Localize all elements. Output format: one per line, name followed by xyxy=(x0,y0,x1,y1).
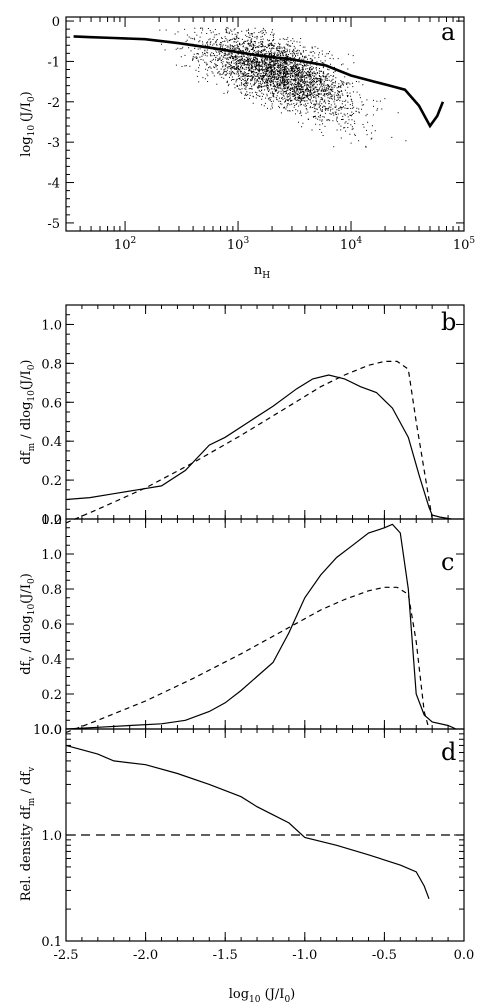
y-tick-label: 0 xyxy=(52,15,60,30)
b-ylabel-sub3: 0 xyxy=(27,364,37,370)
panel-d-chart: 0.1 1.0 10.0 -2.5 -2.0 -1.5 -1.0 -0.5 0.0 d Rel.… xyxy=(19,723,474,1005)
y-tick-label: -4 xyxy=(47,177,60,192)
panel-c-letter: c xyxy=(441,548,454,576)
a-ylabel-sub: 10 xyxy=(27,125,37,137)
y-tick-label: 0.2 xyxy=(41,688,62,703)
y-tick-label: 1.2 xyxy=(41,513,62,528)
y-tick-label: 0.4 xyxy=(41,653,62,668)
panel-a-y-axis-title: log10 (J/I0) xyxy=(19,91,37,156)
y-tick-label: 0.4 xyxy=(41,435,62,450)
b-ylabel-2: / dlog xyxy=(19,402,34,443)
a-xlabel-sub: H xyxy=(262,271,270,281)
panel-c-ticks: 0.0 0.2 0.4 0.6 0.8 1.0 1.2 xyxy=(41,513,465,738)
c-ylabel-sub2: 10 xyxy=(27,604,37,616)
scatter-points xyxy=(159,27,407,148)
panel-d-ticks: 0.1 1.0 10.0 -2.5 -2.0 -1.5 -1.0 -0.5 0.0 xyxy=(33,723,474,963)
panel-b-letter: b xyxy=(441,308,456,336)
density-ratio-line xyxy=(65,744,430,900)
panel-c-lines xyxy=(65,523,457,734)
a-ylabel-sub2: 0 xyxy=(27,96,37,102)
panel-b-ticks: 0.0 0.2 0.4 0.6 0.8 1.0 xyxy=(41,304,465,528)
a-xlabel-main: n xyxy=(254,263,263,278)
panel-c-y-axis-title: dfv / dlog10(J/I0) xyxy=(19,573,37,675)
x-tick-label: -1.5 xyxy=(213,948,238,963)
panel-a-frame xyxy=(65,16,465,232)
y-tick-label: 0.0 xyxy=(41,723,62,738)
panel-c-frame xyxy=(65,518,465,730)
y-tick-label: -1 xyxy=(47,55,60,70)
c-ylabel-3: (J/I xyxy=(19,584,34,604)
panel-a-x-axis-title: nH xyxy=(254,263,270,281)
panel-b-y-axis-title: dfm / dlog10(J/I0) xyxy=(19,359,37,464)
b-ylabel-3: (J/I xyxy=(19,370,34,390)
y-tick-label: 0.0 xyxy=(41,513,62,528)
x-tick-label: -2.5 xyxy=(53,948,78,963)
d-xlabel-sub: 10 xyxy=(249,995,261,1005)
panel-a-letter: a xyxy=(441,18,455,46)
a-ylabel-rest: (J/I xyxy=(19,102,34,122)
solid-series-line xyxy=(65,374,452,520)
x-tick-label: 102 xyxy=(114,236,136,253)
panel-b-lines xyxy=(65,360,452,524)
d-ylabel-2: / df xyxy=(19,771,34,798)
panel-a-mean-line xyxy=(73,35,445,129)
c-ylabel-sub3: 0 xyxy=(27,578,37,584)
x-tick-label: -1.0 xyxy=(292,948,317,963)
panel-c-chart: 0.0 0.2 0.4 0.6 0.8 1.0 1.2 c dfv / dlog10(J/I… xyxy=(19,513,465,738)
d-xlabel-close: ) xyxy=(290,987,295,1002)
panel-d-letter: d xyxy=(441,738,456,766)
y-tick-label: -2 xyxy=(47,96,60,111)
b-ylabel-sub1: m xyxy=(27,442,37,451)
x-tick-label: -0.5 xyxy=(372,948,397,963)
y-tick-label: 1.0 xyxy=(41,548,62,563)
panel-d-y-axis-title: Rel. density dfm / dfv xyxy=(19,766,37,901)
d-ylabel-sub2: v xyxy=(27,766,37,773)
x-tick-label: 104 xyxy=(340,236,363,253)
y-tick-label: 0.8 xyxy=(41,583,62,598)
panel-a-lines xyxy=(73,35,445,129)
a-ylabel-close: ) xyxy=(19,91,34,96)
c-ylabel-sub1: v xyxy=(27,656,37,663)
dashed-series-line xyxy=(65,360,433,524)
panel-d-x-axis-title: log10 (J/I0) xyxy=(229,987,296,1005)
dashed-series-line xyxy=(65,586,430,734)
d-xlabel-main: log xyxy=(229,987,249,1002)
panel-d-lines xyxy=(65,744,464,900)
panel-a-ticks: 0 -1 -2 -3 -4 -5 102 103 104 105 xyxy=(47,15,475,253)
y-tick-label: 1.0 xyxy=(41,829,62,844)
d-xlabel-rest: (J/I xyxy=(261,987,285,1002)
d-xlabel-sub2: 0 xyxy=(284,995,290,1005)
y-tick-label: -3 xyxy=(47,136,60,151)
x-tick-label: 0.0 xyxy=(454,948,475,963)
y-tick-label: 0.1 xyxy=(41,935,62,950)
c-ylabel-1: df xyxy=(19,660,34,674)
y-tick-label: 10.0 xyxy=(33,723,62,738)
y-tick-label: 0.6 xyxy=(41,396,62,411)
y-tick-label: 0.2 xyxy=(41,474,62,489)
b-ylabel-sub2: 10 xyxy=(27,390,37,402)
solid-series-line xyxy=(65,523,457,730)
x-tick-label: 105 xyxy=(453,236,476,253)
x-tick-label: -2.0 xyxy=(133,948,158,963)
y-tick-label: -5 xyxy=(47,217,60,232)
y-tick-label: 0.8 xyxy=(41,357,62,372)
d-ylabel-sub1: m xyxy=(27,797,37,806)
b-ylabel-4: ) xyxy=(19,359,34,364)
y-tick-label: 1.0 xyxy=(41,318,62,333)
x-tick-label: 103 xyxy=(227,236,250,253)
y-tick-label: 0.6 xyxy=(41,618,62,633)
d-ylabel-1: Rel. density df xyxy=(19,805,34,901)
a-ylabel-main: log xyxy=(19,136,34,156)
c-ylabel-4: ) xyxy=(19,573,34,578)
c-ylabel-2: / dlog xyxy=(19,615,34,656)
panel-b-chart: 0.0 0.2 0.4 0.6 0.8 1.0 b dfm / dlog10(J/I0) xyxy=(19,304,465,528)
panel-a-point-cloud xyxy=(159,27,407,148)
b-ylabel-1: df xyxy=(19,450,34,464)
